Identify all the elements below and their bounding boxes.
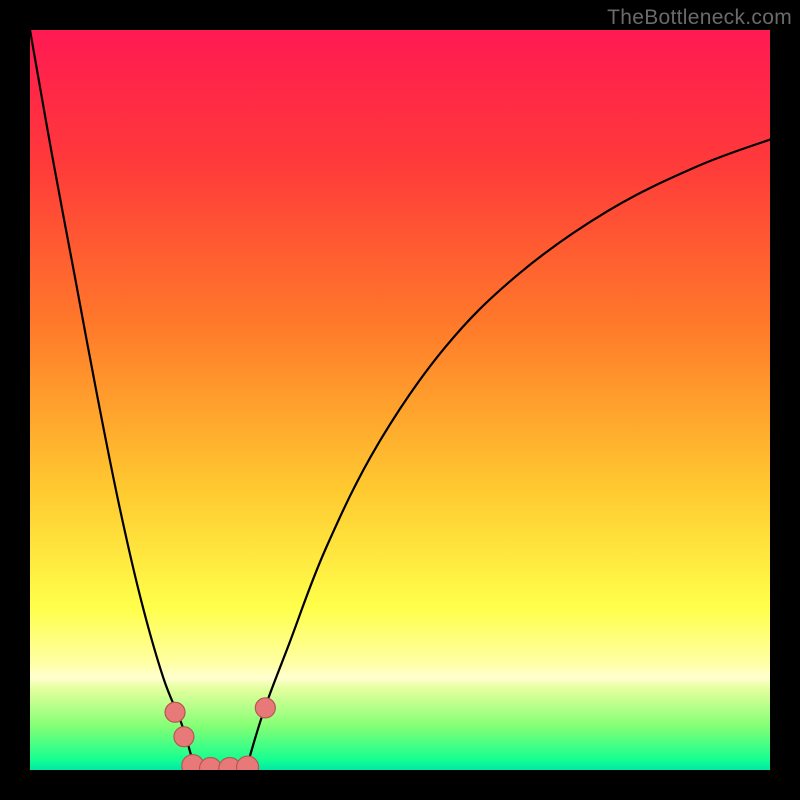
data-marker	[255, 698, 275, 718]
chart-frame: TheBottleneck.com	[0, 0, 800, 800]
data-marker	[174, 727, 194, 747]
data-marker	[165, 702, 185, 722]
gradient-background	[30, 30, 770, 770]
chart-svg	[30, 30, 770, 770]
plot-area	[30, 30, 770, 770]
watermark-text: TheBottleneck.com	[607, 6, 792, 30]
